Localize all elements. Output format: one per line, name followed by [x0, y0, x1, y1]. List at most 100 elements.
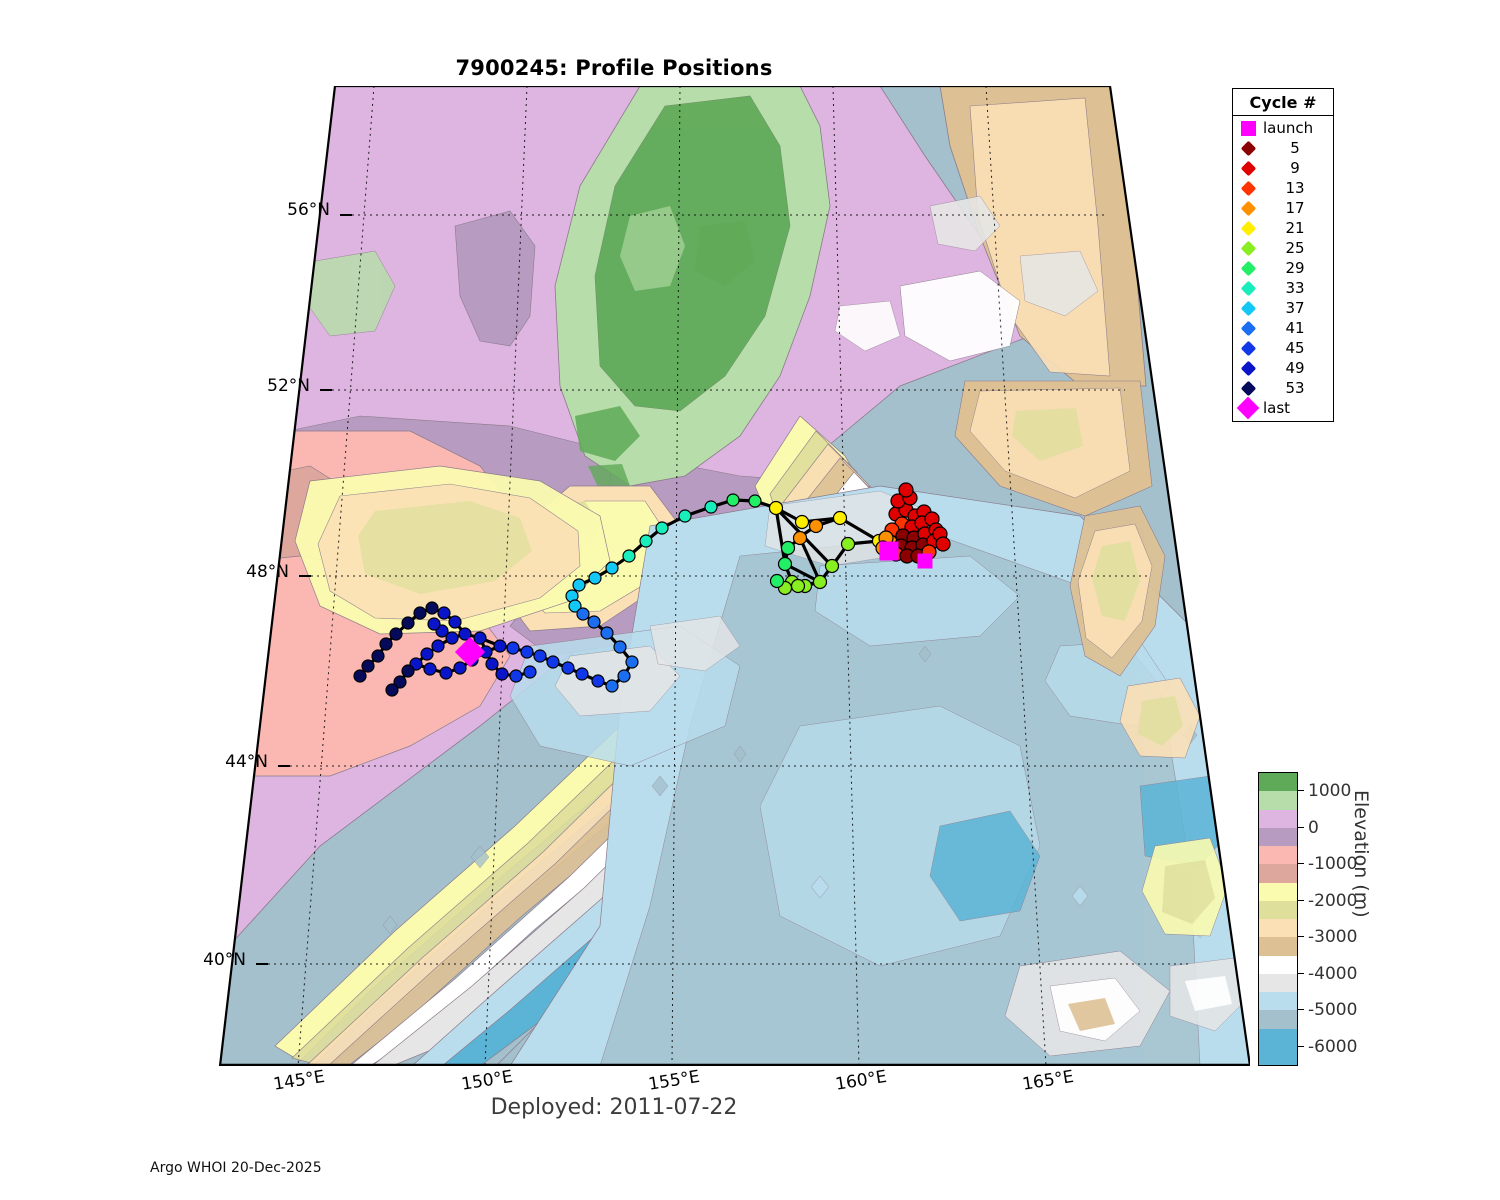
colorbar-tick [1297, 1045, 1304, 1047]
colorbar-tick-label: -5000 [1308, 1000, 1358, 1021]
colorbar-tick-label: -1000 [1308, 854, 1358, 875]
xtick-label: 165°E [1021, 1066, 1076, 1095]
ytick-label: 56°N [287, 200, 330, 220]
colorbar-band [1259, 973, 1297, 992]
legend-title: Cycle # [1233, 89, 1333, 116]
legend-row: 37 [1233, 298, 1333, 318]
colorbar-tick [1297, 936, 1304, 938]
colorbar-band [1259, 1028, 1297, 1065]
colorbar-tick [1297, 899, 1304, 901]
legend-label: 53 [1285, 378, 1305, 397]
legend-marker-29-icon [1235, 260, 1261, 276]
colorbar-band [1259, 864, 1297, 883]
colorbar-band [1259, 827, 1297, 846]
map-plot-area [180, 86, 1250, 1066]
legend-marker-53-icon [1235, 380, 1261, 396]
legend-row: 45 [1233, 338, 1333, 358]
legend-marker-25-icon [1235, 240, 1261, 256]
colorbar-tick [1297, 972, 1304, 974]
colorbar-band [1259, 1010, 1297, 1029]
legend-marker-launch-icon [1235, 120, 1261, 136]
legend-label: 21 [1285, 218, 1305, 237]
ytick-label: 40°N [203, 950, 246, 970]
elevation-colorbar[interactable]: 1000 0 -1000 -2000 -3000 -4000 -5000 -6000 [1258, 772, 1357, 1066]
page-title: 7900245: Profile Positions [455, 56, 773, 80]
legend-label: launch [1263, 118, 1314, 137]
legend-row: 5 [1233, 138, 1333, 158]
legend-row: 25 [1233, 238, 1333, 258]
legend-label: last [1263, 398, 1291, 417]
colorbar-band [1259, 992, 1297, 1011]
colorbar-band [1259, 809, 1297, 828]
bathymetry-map[interactable] [180, 86, 1250, 1066]
legend-items: launch 5 9 13 17 21 25 29 33 37 41 45 49 53 last [1233, 116, 1333, 421]
deployed-date: Deployed: 2011-07-22 [490, 1095, 738, 1120]
credit-text: Argo WHOI 20-Dec-2025 [150, 1160, 322, 1176]
xtick-label: 160°E [834, 1066, 889, 1095]
colorbar-tick [1297, 790, 1304, 792]
colorbar-tick [1297, 1009, 1304, 1011]
legend-row: 29 [1233, 258, 1333, 278]
colorbar-band [1259, 955, 1297, 974]
legend-row: last [1233, 396, 1333, 420]
legend-marker-last-icon [1235, 396, 1261, 420]
legend-marker-49-icon [1235, 360, 1261, 376]
colorbar-tick [1297, 863, 1304, 865]
legend-row: 9 [1233, 158, 1333, 178]
xtick-label: 145°E [272, 1066, 327, 1095]
last-marker [454, 636, 486, 668]
legend-row: 49 [1233, 358, 1333, 378]
legend-label: 45 [1285, 338, 1305, 357]
colorbar-axis-label: Elevation (m) [1350, 790, 1372, 918]
legend-row: launch [1233, 118, 1333, 138]
legend-marker-5-icon [1235, 140, 1261, 156]
colorbar-band [1259, 900, 1297, 919]
colorbar-tick-label: -6000 [1308, 1036, 1358, 1057]
legend-label: 29 [1285, 258, 1305, 277]
colorbar-band [1259, 937, 1297, 956]
legend-marker-21-icon [1235, 220, 1261, 236]
legend-row: 17 [1233, 198, 1333, 218]
ytick-label: 44°N [225, 752, 268, 772]
colorbar-tick [1297, 826, 1304, 828]
legend-marker-17-icon [1235, 200, 1261, 216]
legend-label: 25 [1285, 238, 1305, 257]
legend-label: 49 [1285, 358, 1305, 377]
legend-row: 41 [1233, 318, 1333, 338]
colorbar-band [1259, 919, 1297, 938]
ytick-label: 48°N [246, 562, 289, 582]
colorbar-gradient [1258, 772, 1298, 1066]
legend-marker-13-icon [1235, 180, 1261, 196]
colorbar-tick-label: 1000 [1308, 781, 1352, 802]
colorbar-tick-label: -3000 [1308, 927, 1358, 948]
legend-marker-33-icon [1235, 280, 1261, 296]
colorbar-tick-label: -2000 [1308, 890, 1358, 911]
xtick-label: 155°E [647, 1066, 702, 1095]
xtick-label: 150°E [460, 1066, 515, 1095]
ytick-label: 52°N [267, 376, 310, 396]
legend-row: 33 [1233, 278, 1333, 298]
legend-label: 5 [1290, 138, 1300, 157]
launch-marker [879, 541, 899, 561]
cycle-dots [353, 482, 951, 697]
legend-label: 9 [1290, 158, 1300, 177]
colorbar-tick-label: -4000 [1308, 963, 1358, 984]
colorbar-band [1259, 773, 1297, 792]
colorbar-band [1259, 882, 1297, 901]
legend-row: 13 [1233, 178, 1333, 198]
colorbar-band [1259, 846, 1297, 865]
colorbar-tick-label: 0 [1308, 817, 1319, 838]
legend-marker-41-icon [1235, 320, 1261, 336]
legend-marker-9-icon [1235, 160, 1261, 176]
legend-label: 37 [1285, 298, 1305, 317]
legend-label: 17 [1285, 198, 1305, 217]
legend-label: 33 [1285, 278, 1305, 297]
legend-label: 41 [1285, 318, 1305, 337]
legend-row: 53 [1233, 378, 1333, 398]
legend-marker-45-icon [1235, 340, 1261, 356]
cycle-legend: Cycle # launch 5 9 13 17 21 25 29 33 37 41 45 49 53 la… [1232, 88, 1334, 422]
colorbar-band [1259, 791, 1297, 810]
legend-row: 21 [1233, 218, 1333, 238]
legend-label: 13 [1285, 178, 1305, 197]
legend-marker-37-icon [1235, 300, 1261, 316]
